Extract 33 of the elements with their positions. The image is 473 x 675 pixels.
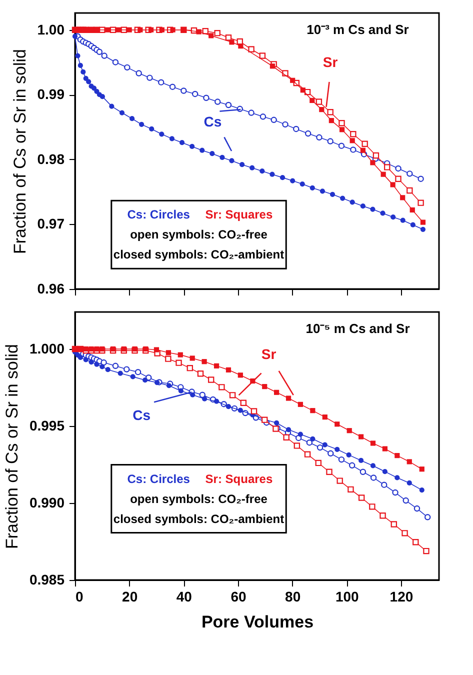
- annotation: Cs: Circles: [127, 208, 190, 222]
- annotation: Sr: [261, 346, 277, 362]
- annotation: open symbols: CO₂-free: [130, 492, 268, 506]
- annotation: open symbols: CO₂-free: [130, 228, 268, 242]
- x-axis-title: Pore Volumes: [201, 612, 314, 632]
- x-tick-label: 0: [76, 588, 84, 604]
- annotation: Sr: Squares: [205, 208, 273, 222]
- x-tick-label: 80: [285, 588, 301, 604]
- annotation: Sr: [322, 54, 338, 70]
- y-axis-title: Fraction of Cs or Sr in solid: [2, 344, 22, 550]
- annotation: closed symbols: CO₂-ambient: [113, 248, 284, 262]
- annotation: Cs: [132, 407, 151, 424]
- annotation: Cs: Circles: [127, 472, 190, 486]
- y-tick-label: 0.96: [37, 280, 65, 296]
- y-tick-label: 0.995: [29, 417, 65, 434]
- y-tick-label: 0.99: [37, 86, 65, 102]
- y-tick-label: 1.000: [29, 340, 65, 356]
- annotation: 10⁻⁵ m Cs and Sr: [306, 321, 410, 336]
- annotation: Cs: [204, 114, 222, 130]
- x-tick-label: 120: [390, 588, 414, 604]
- annotation: 10⁻³ m Cs and Sr: [306, 22, 409, 37]
- x-tick-label: 60: [230, 588, 246, 604]
- y-tick-label: 1.00: [37, 21, 65, 38]
- y-axis-title: Fraction of Cs or Sr in solid: [10, 48, 30, 254]
- y-tick-label: 0.98: [37, 150, 65, 167]
- y-tick-label: 0.990: [29, 494, 65, 510]
- x-tick-label: 40: [176, 588, 192, 604]
- x-tick-label: 100: [335, 588, 360, 604]
- y-tick-label: 0.985: [29, 572, 65, 588]
- x-tick-label: 20: [122, 588, 138, 604]
- annotation: Sr: Squares: [205, 472, 273, 486]
- annotation: closed symbols: CO₂-ambient: [113, 512, 284, 526]
- y-tick-label: 0.97: [37, 216, 65, 232]
